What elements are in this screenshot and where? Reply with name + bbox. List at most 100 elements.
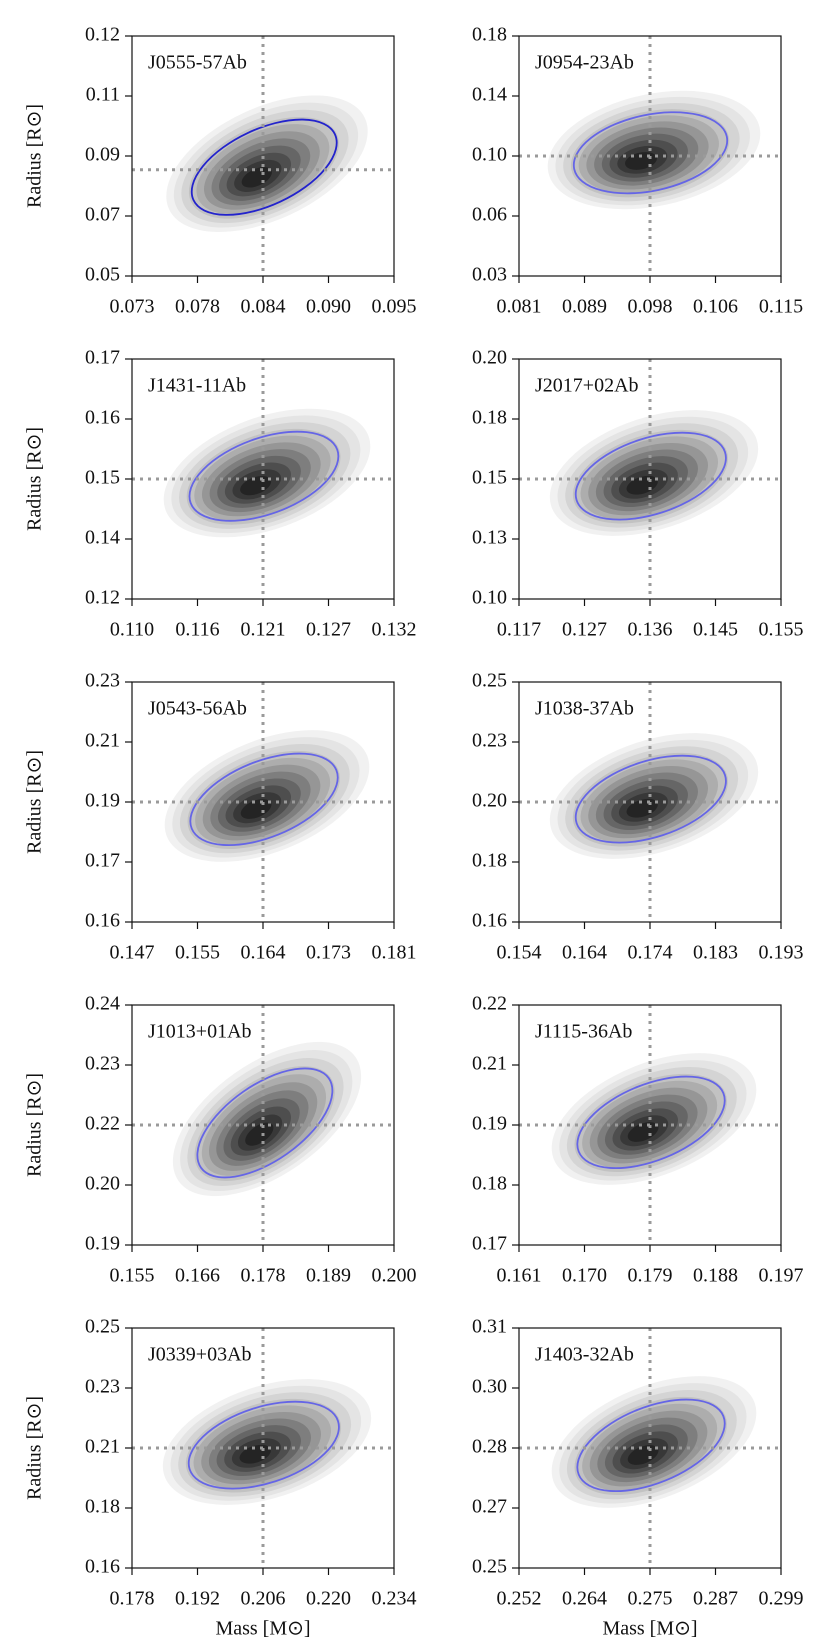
y-tick-label: 0.18 — [472, 24, 507, 46]
y-tick-label: 0.25 — [472, 670, 507, 692]
x-tick-label: 0.110 — [110, 619, 154, 641]
x-tick-label: 0.127 — [562, 619, 607, 641]
credible-contour — [189, 752, 339, 847]
x-axis-label: Mass [M⊙] — [602, 1618, 697, 1640]
x-tick-label: 0.178 — [110, 1588, 155, 1610]
x-tick-label: 0.206 — [241, 1588, 286, 1610]
density-contours — [166, 95, 368, 232]
y-axis-label: Radius [R⊙] — [24, 750, 46, 854]
y-tick-label: 0.13 — [472, 527, 507, 549]
x-tick-label: 0.136 — [628, 619, 673, 641]
x-tick-label: 0.174 — [628, 942, 673, 964]
y-tick-label: 0.19 — [85, 1233, 120, 1255]
y-tick-label: 0.16 — [472, 910, 507, 932]
y-axis-label: Radius [R⊙] — [24, 104, 46, 208]
x-tick-label: 0.166 — [175, 1265, 220, 1287]
y-tick-label: 0.17 — [85, 850, 120, 872]
y-tick-label: 0.27 — [472, 1496, 507, 1518]
y-tick-label: 0.16 — [85, 910, 120, 932]
credible-contour — [188, 430, 340, 522]
y-tick-label: 0.30 — [472, 1376, 507, 1398]
credible-contour — [190, 118, 338, 216]
x-tick-label: 0.164 — [241, 942, 286, 964]
y-tick-label: 0.23 — [85, 1053, 120, 1075]
x-tick-label: 0.192 — [175, 1588, 220, 1610]
y-tick-label: 0.21 — [85, 730, 120, 752]
density-contours — [162, 1379, 372, 1505]
x-tick-label: 0.081 — [497, 296, 542, 318]
y-tick-label: 0.20 — [472, 347, 507, 369]
panel: J0339+03Ab 0.178 0.192 0.206 0.220 0.234 0.16 0… — [24, 1316, 417, 1640]
density-contours — [551, 1053, 757, 1185]
density-contours — [549, 733, 759, 859]
panel-title: J1038-37Ab — [535, 698, 634, 720]
x-tick-label: 0.179 — [628, 1265, 673, 1287]
panel-title: J1013+01Ab — [148, 1021, 252, 1043]
x-tick-label: 0.115 — [759, 296, 803, 318]
y-tick-label: 0.16 — [85, 1556, 120, 1578]
y-tick-label: 0.10 — [472, 587, 507, 609]
y-tick-label: 0.16 — [85, 407, 120, 429]
y-tick-label: 0.24 — [85, 993, 120, 1015]
density-contours — [551, 1376, 757, 1508]
panel-title: J1431-11Ab — [148, 375, 246, 397]
x-tick-label: 0.155 — [759, 619, 804, 641]
x-tick-label: 0.287 — [693, 1588, 738, 1610]
y-tick-label: 0.23 — [472, 730, 507, 752]
credible-contour — [196, 1067, 334, 1179]
density-contours — [547, 90, 761, 210]
y-tick-label: 0.09 — [85, 144, 120, 166]
x-tick-label: 0.132 — [372, 619, 417, 641]
panel: J0954-23Ab 0.081 0.089 0.098 0.106 0.115 0.03 0… — [472, 24, 803, 318]
density-contours — [172, 1041, 362, 1197]
y-tick-label: 0.14 — [85, 527, 120, 549]
x-tick-label: 0.121 — [241, 619, 286, 641]
y-tick-label: 0.18 — [472, 407, 507, 429]
panel: J1013+01Ab 0.155 0.166 0.178 0.189 0.200 0.19 0… — [24, 993, 417, 1287]
panel: J1115-36Ab 0.161 0.170 0.179 0.188 0.197 0.17 0… — [472, 993, 804, 1287]
y-tick-label: 0.17 — [85, 347, 120, 369]
y-tick-label: 0.28 — [472, 1436, 507, 1458]
x-tick-label: 0.299 — [759, 1588, 804, 1610]
panel-title: J0954-23Ab — [535, 52, 634, 74]
x-tick-label: 0.145 — [693, 619, 738, 641]
x-axis-label: Mass [M⊙] — [215, 1618, 310, 1640]
x-tick-label: 0.264 — [562, 1588, 607, 1610]
y-tick-label: 0.14 — [472, 84, 507, 106]
x-tick-label: 0.188 — [693, 1265, 738, 1287]
panel: J1403-32Ab 0.252 0.264 0.275 0.287 0.299 0.25 0… — [472, 1316, 804, 1640]
panel-title: J1403-32Ab — [535, 1344, 634, 1366]
x-tick-label: 0.155 — [175, 942, 220, 964]
x-tick-label: 0.127 — [306, 619, 351, 641]
panel: J0555-57Ab 0.073 0.078 0.084 0.090 0.095 0.05 0… — [24, 24, 417, 318]
y-tick-label: 0.20 — [472, 790, 507, 812]
y-tick-label: 0.21 — [472, 1053, 507, 1075]
panel-title: J0543-56Ab — [148, 698, 247, 720]
x-tick-label: 0.178 — [241, 1265, 286, 1287]
x-tick-label: 0.161 — [497, 1265, 542, 1287]
x-tick-label: 0.200 — [372, 1265, 417, 1287]
x-tick-label: 0.073 — [110, 296, 155, 318]
x-tick-label: 0.078 — [175, 296, 220, 318]
y-tick-label: 0.12 — [85, 24, 120, 46]
x-tick-label: 0.095 — [372, 296, 417, 318]
x-tick-label: 0.173 — [306, 942, 351, 964]
y-axis-label: Radius [R⊙] — [24, 1396, 46, 1500]
y-tick-label: 0.15 — [472, 467, 507, 489]
x-tick-label: 0.147 — [110, 942, 155, 964]
panel: J1431-11Ab 0.110 0.116 0.121 0.127 0.132 0.12 0… — [24, 347, 417, 641]
credible-contour — [576, 1075, 726, 1170]
y-tick-label: 0.20 — [85, 1173, 120, 1195]
x-tick-label: 0.154 — [497, 942, 542, 964]
x-tick-label: 0.098 — [628, 296, 673, 318]
y-tick-label: 0.18 — [472, 850, 507, 872]
y-tick-label: 0.03 — [472, 264, 507, 286]
x-tick-label: 0.252 — [497, 1588, 542, 1610]
y-tick-label: 0.19 — [85, 790, 120, 812]
panel: J0543-56Ab 0.147 0.155 0.164 0.173 0.181 0.16 0… — [24, 670, 417, 964]
y-tick-label: 0.07 — [85, 204, 120, 226]
x-tick-label: 0.090 — [306, 296, 351, 318]
y-tick-label: 0.17 — [472, 1233, 507, 1255]
y-tick-label: 0.05 — [85, 264, 120, 286]
y-tick-label: 0.23 — [85, 670, 120, 692]
